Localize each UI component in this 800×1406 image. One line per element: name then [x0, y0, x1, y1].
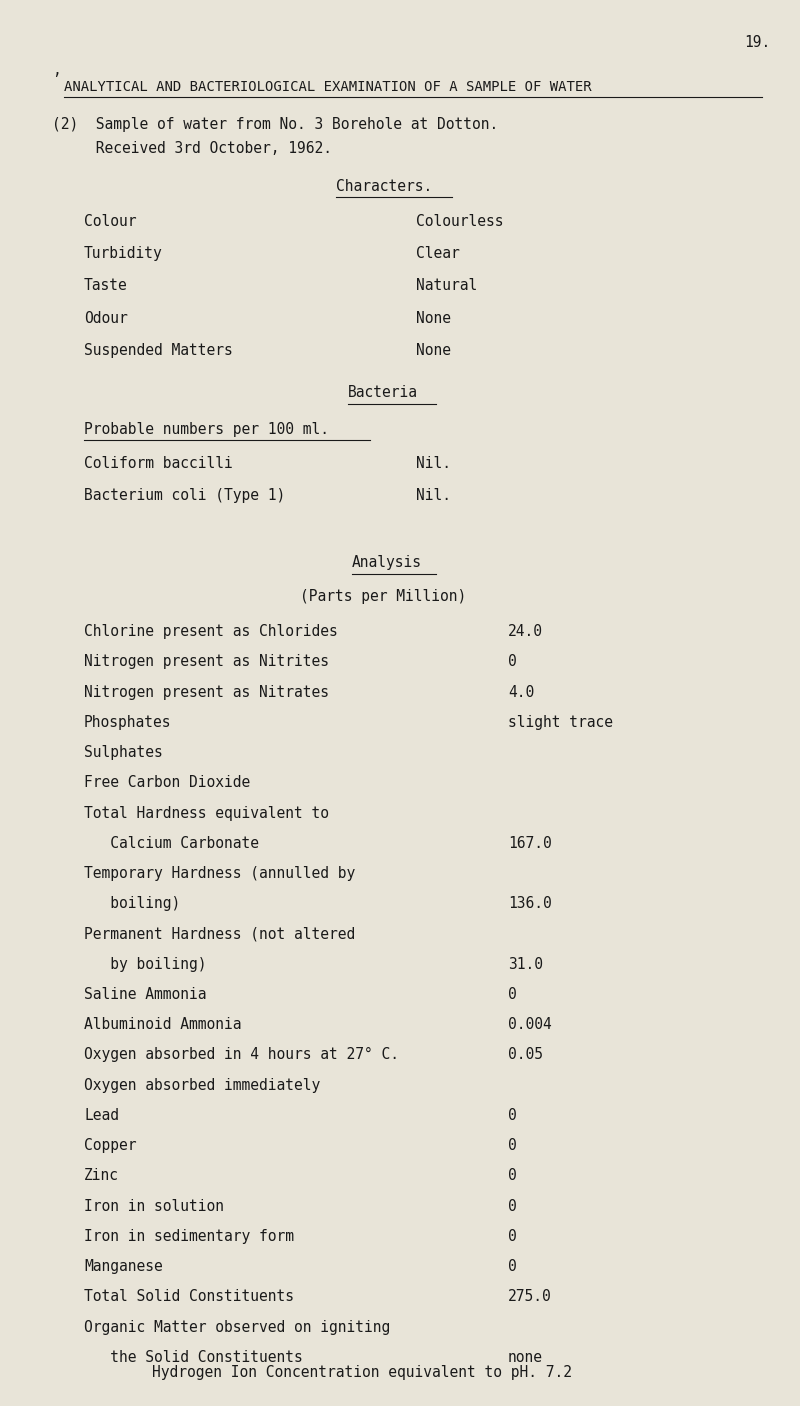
Text: None: None	[416, 343, 451, 359]
Text: Analysis: Analysis	[352, 555, 422, 571]
Text: Received 3rd October, 1962.: Received 3rd October, 1962.	[52, 141, 332, 156]
Text: Iron in sedimentary form: Iron in sedimentary form	[84, 1229, 294, 1244]
Text: Manganese: Manganese	[84, 1258, 162, 1274]
Text: 0: 0	[508, 987, 517, 1002]
Text: Hydrogen Ion Concentration equivalent to pH. 7.2: Hydrogen Ion Concentration equivalent to…	[152, 1365, 572, 1381]
Text: Calcium Carbonate: Calcium Carbonate	[84, 835, 259, 851]
Text: Free Carbon Dioxide: Free Carbon Dioxide	[84, 775, 250, 790]
Text: 0: 0	[508, 1198, 517, 1213]
Text: 19.: 19.	[744, 35, 770, 51]
Text: Permanent Hardness (not altered: Permanent Hardness (not altered	[84, 927, 355, 942]
Text: Copper: Copper	[84, 1137, 137, 1153]
Text: Colour: Colour	[84, 214, 137, 229]
Text: Saline Ammonia: Saline Ammonia	[84, 987, 206, 1002]
Text: Phosphates: Phosphates	[84, 714, 171, 730]
Text: the Solid Constituents: the Solid Constituents	[84, 1350, 302, 1365]
Text: (2)  Sample of water from No. 3 Borehole at Dotton.: (2) Sample of water from No. 3 Borehole …	[52, 117, 498, 132]
Text: 4.0: 4.0	[508, 685, 534, 700]
Text: Natural: Natural	[416, 278, 478, 294]
Text: Taste: Taste	[84, 278, 128, 294]
Text: none: none	[508, 1350, 543, 1365]
Text: 31.0: 31.0	[508, 956, 543, 972]
Text: Clear: Clear	[416, 246, 460, 262]
Text: None: None	[416, 311, 451, 326]
Text: 0.05: 0.05	[508, 1047, 543, 1063]
Text: Temporary Hardness (annulled by: Temporary Hardness (annulled by	[84, 866, 355, 882]
Text: 136.0: 136.0	[508, 897, 552, 911]
Text: (Parts per Million): (Parts per Million)	[300, 589, 466, 605]
Text: 0: 0	[508, 654, 517, 669]
Text: 0: 0	[508, 1137, 517, 1153]
Text: 0: 0	[508, 1168, 517, 1184]
Text: Nil.: Nil.	[416, 456, 451, 471]
Text: Albuminoid Ammonia: Albuminoid Ammonia	[84, 1017, 242, 1032]
Text: Lead: Lead	[84, 1108, 119, 1123]
Text: Organic Matter observed on igniting: Organic Matter observed on igniting	[84, 1319, 390, 1334]
Text: Sulphates: Sulphates	[84, 745, 162, 761]
Text: Coliform baccilli: Coliform baccilli	[84, 456, 233, 471]
Text: Total Hardness equivalent to: Total Hardness equivalent to	[84, 806, 329, 821]
Text: Characters.: Characters.	[336, 179, 432, 194]
Text: Probable numbers per 100 ml.: Probable numbers per 100 ml.	[84, 422, 329, 437]
Text: Colourless: Colourless	[416, 214, 503, 229]
Text: 0: 0	[508, 1108, 517, 1123]
Text: by boiling): by boiling)	[84, 956, 206, 972]
Text: slight trace: slight trace	[508, 714, 613, 730]
Text: 0: 0	[508, 1229, 517, 1244]
Text: 24.0: 24.0	[508, 624, 543, 640]
Text: Bacterium coli (Type 1): Bacterium coli (Type 1)	[84, 488, 286, 503]
Text: Zinc: Zinc	[84, 1168, 119, 1184]
Text: Suspended Matters: Suspended Matters	[84, 343, 233, 359]
Text: Oxygen absorbed in 4 hours at 27° C.: Oxygen absorbed in 4 hours at 27° C.	[84, 1047, 399, 1063]
Text: ,: ,	[52, 63, 61, 79]
Text: boiling): boiling)	[84, 897, 180, 911]
Text: 0.004: 0.004	[508, 1017, 552, 1032]
Text: 275.0: 275.0	[508, 1289, 552, 1305]
Text: Total Solid Constituents: Total Solid Constituents	[84, 1289, 294, 1305]
Text: Odour: Odour	[84, 311, 128, 326]
Text: Turbidity: Turbidity	[84, 246, 162, 262]
Text: Nil.: Nil.	[416, 488, 451, 503]
Text: Bacteria: Bacteria	[348, 385, 418, 401]
Text: Chlorine present as Chlorides: Chlorine present as Chlorides	[84, 624, 338, 640]
Text: 0: 0	[508, 1258, 517, 1274]
Text: Nitrogen present as Nitrites: Nitrogen present as Nitrites	[84, 654, 329, 669]
Text: Iron in solution: Iron in solution	[84, 1198, 224, 1213]
Text: 167.0: 167.0	[508, 835, 552, 851]
Text: Oxygen absorbed immediately: Oxygen absorbed immediately	[84, 1077, 320, 1092]
Text: ANALYTICAL AND BACTERIOLOGICAL EXAMINATION OF A SAMPLE OF WATER: ANALYTICAL AND BACTERIOLOGICAL EXAMINATI…	[64, 80, 592, 94]
Text: Nitrogen present as Nitrates: Nitrogen present as Nitrates	[84, 685, 329, 700]
